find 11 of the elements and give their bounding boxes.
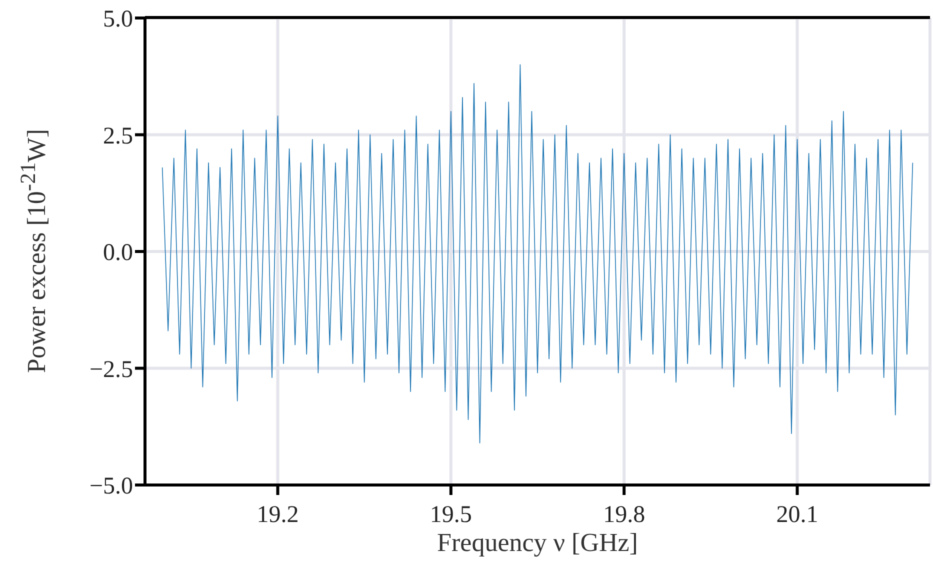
y-tick-label: −5.0 — [89, 474, 133, 500]
x-tick-label: 19.5 — [430, 502, 472, 528]
x-tick-label: 19.2 — [256, 502, 299, 528]
x-tick-label: 20.1 — [776, 502, 818, 528]
y-tick-label: −2.5 — [89, 356, 133, 383]
line-series — [162, 64, 914, 444]
y-tick-label: 0.0 — [103, 240, 133, 266]
y-tick-label: 5.0 — [103, 6, 133, 33]
x-axis-title: Frequency ν [GHz] — [436, 528, 639, 558]
y-tick-label: 2.5 — [103, 123, 133, 150]
x-tick-label: 19.8 — [603, 502, 646, 528]
